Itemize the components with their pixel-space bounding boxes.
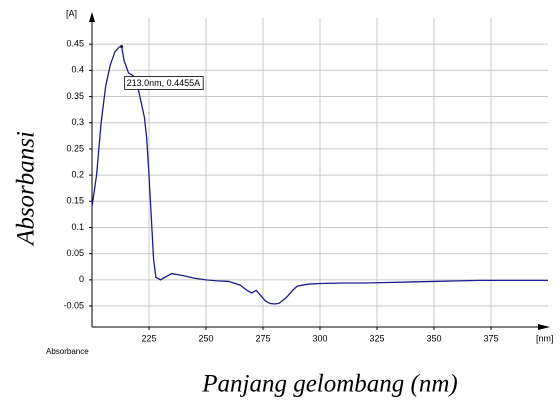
x-tick-label: 275	[255, 333, 270, 343]
y-tick-label: 0.2	[71, 169, 84, 179]
annotation-point	[120, 45, 124, 49]
y-axis-caption: Absorbance	[46, 347, 89, 356]
annotation-label: 213.0nm, 0.4455A	[127, 78, 201, 88]
y-axis-arrow	[89, 12, 95, 22]
y-tick-label: 0.15	[66, 196, 84, 206]
y-unit: [A]	[66, 8, 77, 18]
x-tick-label: 325	[369, 333, 384, 343]
y-tick-label: 0.45	[66, 39, 84, 49]
y-tick-label: -0.05	[63, 300, 84, 310]
y-tick-label: 0	[79, 274, 84, 284]
spectrum-line	[91, 45, 548, 305]
x-tick-label: 375	[483, 333, 498, 343]
y-tick-label: 0.1	[71, 222, 84, 232]
x-unit: [nm]	[536, 333, 554, 343]
y-tick-label: 0.3	[71, 117, 84, 127]
x-tick-label: 350	[426, 333, 441, 343]
y-tick-label: 0.35	[66, 91, 84, 101]
x-tick-label: 225	[141, 333, 156, 343]
y-tick-label: 0.25	[66, 143, 84, 153]
x-axis-label: Panjang gelombang (nm)	[201, 371, 458, 398]
y-tick-label: 0.05	[66, 248, 84, 258]
annotation-box	[124, 76, 204, 90]
x-tick-label: 300	[312, 333, 327, 343]
x-axis-arrow	[538, 324, 550, 330]
x-tick-label: 250	[198, 333, 213, 343]
y-axis-label: Absorbansi	[13, 131, 40, 247]
y-tick-label: 0.4	[71, 65, 84, 75]
